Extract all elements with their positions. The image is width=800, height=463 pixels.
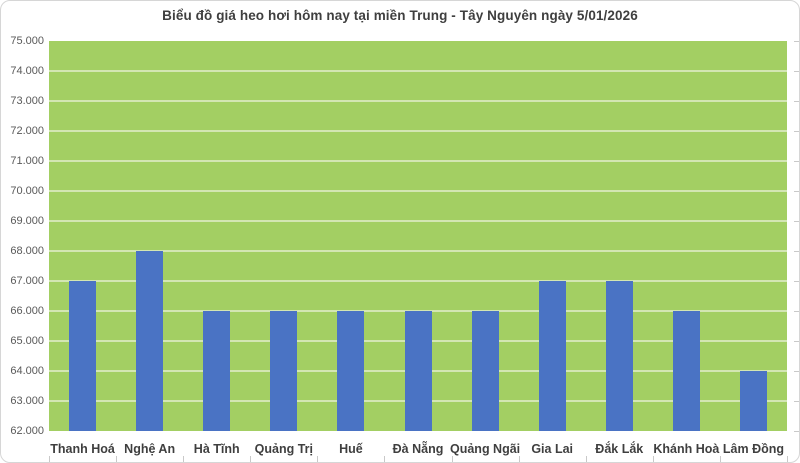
y-tick-label: 75.000 <box>10 35 44 47</box>
x-tick-label: Nghệ An <box>124 442 176 456</box>
y-tick-label: 62.000 <box>10 425 44 437</box>
bar-huế <box>337 311 365 431</box>
x-tick-label: Quảng Ngãi <box>450 442 521 456</box>
x-tick-label: Huế <box>339 442 363 456</box>
y-tick-label: 69.000 <box>10 215 44 227</box>
x-tick-label: Hà Tĩnh <box>193 442 240 456</box>
x-axis-tick-mark <box>787 456 788 462</box>
right-axis-tick-mark <box>794 311 799 312</box>
gridline <box>49 280 787 282</box>
gridline <box>49 220 787 222</box>
right-axis-tick-mark <box>794 191 799 192</box>
bar-lâm-đồng <box>739 371 767 431</box>
x-tick-label: Gia Lai <box>531 442 574 456</box>
bar-gia-lai <box>538 281 566 431</box>
right-axis-tick-mark <box>794 341 799 342</box>
right-axis-tick-mark <box>794 371 799 372</box>
x-axis-tick-mark <box>719 456 721 462</box>
x-tick-label: Đà Nẵng <box>392 442 444 456</box>
right-axis-tick-mark <box>794 131 799 132</box>
right-axis-tick-mark <box>794 401 799 402</box>
y-tick-label: 71.000 <box>10 155 44 167</box>
y-tick-label: 63.000 <box>10 395 44 407</box>
right-axis-tick-mark <box>794 281 799 282</box>
gridline <box>49 190 787 192</box>
x-axis-tick-mark <box>652 456 654 462</box>
x-tick-label: Thanh Hoá <box>50 442 115 456</box>
x-axis-tick-mark <box>183 456 185 462</box>
x-tick-label: Quảng Trị <box>254 442 313 456</box>
x-axis-tick-mark <box>49 456 50 462</box>
bar-quảng-ngãi <box>471 311 499 431</box>
y-tick-label: 66.000 <box>10 305 44 317</box>
right-axis-tick-mark <box>794 71 799 72</box>
x-axis-tick-mark <box>317 456 319 462</box>
bar-quảng-trị <box>270 311 298 431</box>
y-tick-label: 67.000 <box>10 275 44 287</box>
y-tick-label: 74.000 <box>10 65 44 77</box>
y-tick-label: 64.000 <box>10 365 44 377</box>
x-tick-label: Lâm Đồng <box>722 442 785 456</box>
bar-thanh-hoá <box>69 281 97 431</box>
right-axis-tick-mark <box>794 431 799 432</box>
right-axis-tick-mark <box>794 101 799 102</box>
bar-đắk-lắk <box>605 281 633 431</box>
x-tick-label: Đắk Lắk <box>595 442 644 456</box>
plot-area <box>49 41 787 431</box>
gridline <box>49 160 787 162</box>
right-axis-tick-mark <box>794 161 799 162</box>
x-axis-tick-mark <box>384 456 386 462</box>
y-tick-label: 70.000 <box>10 185 44 197</box>
y-axis-labels: 62.000 63.000 64.000 65.000 66.000 67.000 68.0… <box>1 35 44 437</box>
gridline <box>49 250 787 252</box>
gridline <box>49 130 787 132</box>
y-tick-label: 68.000 <box>10 245 44 257</box>
bar-khánh-hoà <box>672 311 700 431</box>
right-axis-tick-mark <box>794 41 799 42</box>
y-tick-label: 72.000 <box>10 125 44 137</box>
gridline <box>49 100 787 102</box>
bar-nghệ-an <box>136 251 164 431</box>
gridline <box>49 70 787 72</box>
x-axis-tick-mark <box>585 456 587 462</box>
x-axis-tick-mark <box>116 456 118 462</box>
y-tick-label: 65.000 <box>10 335 44 347</box>
chart-title: Biểu đồ giá heo hơi hôm nay tại miền Tru… <box>162 8 638 23</box>
x-axis-tick-mark <box>518 456 520 462</box>
x-axis-labels: Thanh Hoá Nghệ An Hà Tĩnh Quảng Trị Huế Đà Nẵ… <box>49 441 787 459</box>
right-axis-tick-mark <box>794 251 799 252</box>
x-axis-tick-mark <box>250 456 252 462</box>
x-axis-tick-mark <box>451 456 453 462</box>
bar-hà-tĩnh <box>203 311 231 431</box>
right-axis-tick-mark <box>794 221 799 222</box>
y-tick-label: 73.000 <box>10 95 44 107</box>
bar-đà-nẵng <box>404 311 432 431</box>
x-tick-label: Khánh Hoà <box>653 442 720 456</box>
